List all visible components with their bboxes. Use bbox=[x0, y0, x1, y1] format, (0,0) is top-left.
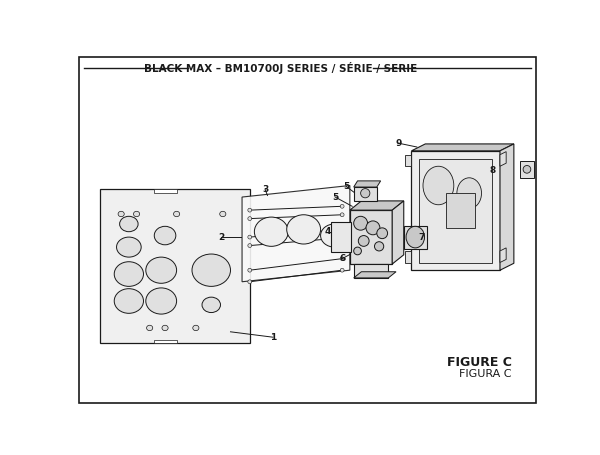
Ellipse shape bbox=[340, 228, 344, 231]
Ellipse shape bbox=[457, 178, 482, 208]
Polygon shape bbox=[350, 201, 404, 210]
Polygon shape bbox=[154, 189, 176, 193]
Ellipse shape bbox=[192, 254, 230, 286]
Ellipse shape bbox=[173, 211, 179, 217]
Text: 1: 1 bbox=[270, 333, 276, 342]
Polygon shape bbox=[520, 161, 534, 178]
Ellipse shape bbox=[248, 235, 251, 239]
Ellipse shape bbox=[340, 257, 344, 261]
Text: FIGURA C: FIGURA C bbox=[459, 369, 512, 379]
Bar bbox=[446, 193, 475, 228]
Polygon shape bbox=[354, 187, 377, 201]
Ellipse shape bbox=[162, 325, 168, 331]
Ellipse shape bbox=[146, 288, 176, 314]
Ellipse shape bbox=[340, 268, 344, 272]
Ellipse shape bbox=[114, 262, 143, 286]
Polygon shape bbox=[354, 181, 380, 187]
Ellipse shape bbox=[116, 237, 141, 257]
Text: 2: 2 bbox=[218, 233, 224, 242]
Ellipse shape bbox=[340, 204, 344, 208]
Ellipse shape bbox=[154, 226, 176, 245]
Polygon shape bbox=[405, 251, 412, 263]
Polygon shape bbox=[412, 144, 514, 151]
Text: BLACK MAX – BM10700J SERIES / SÉRIE / SERIE: BLACK MAX – BM10700J SERIES / SÉRIE / SE… bbox=[144, 62, 417, 75]
Ellipse shape bbox=[202, 297, 220, 313]
Ellipse shape bbox=[374, 242, 384, 251]
Polygon shape bbox=[500, 152, 506, 166]
Ellipse shape bbox=[340, 213, 344, 217]
Ellipse shape bbox=[118, 211, 124, 217]
Text: 5: 5 bbox=[332, 192, 338, 202]
Text: 8: 8 bbox=[489, 166, 496, 175]
Polygon shape bbox=[404, 226, 427, 248]
Text: 4: 4 bbox=[325, 227, 331, 236]
Ellipse shape bbox=[377, 228, 388, 238]
Text: 9: 9 bbox=[395, 139, 401, 148]
Ellipse shape bbox=[248, 208, 251, 212]
Text: 5: 5 bbox=[343, 182, 349, 191]
Ellipse shape bbox=[248, 217, 251, 221]
Ellipse shape bbox=[220, 211, 226, 217]
Text: FIGURE C: FIGURE C bbox=[446, 356, 512, 369]
Polygon shape bbox=[500, 248, 506, 263]
Polygon shape bbox=[100, 189, 250, 344]
Polygon shape bbox=[331, 222, 352, 253]
Ellipse shape bbox=[361, 188, 370, 198]
Ellipse shape bbox=[248, 243, 251, 248]
Text: 7: 7 bbox=[418, 233, 425, 242]
Ellipse shape bbox=[523, 166, 531, 173]
Ellipse shape bbox=[354, 247, 361, 255]
Ellipse shape bbox=[146, 257, 176, 283]
Ellipse shape bbox=[354, 216, 368, 230]
Ellipse shape bbox=[119, 216, 138, 232]
Ellipse shape bbox=[287, 215, 320, 244]
Ellipse shape bbox=[358, 236, 369, 246]
Ellipse shape bbox=[366, 221, 380, 235]
Polygon shape bbox=[354, 272, 396, 278]
Polygon shape bbox=[154, 339, 176, 344]
Polygon shape bbox=[354, 264, 388, 278]
Polygon shape bbox=[412, 151, 500, 270]
Text: 6: 6 bbox=[339, 254, 345, 263]
Polygon shape bbox=[419, 158, 493, 263]
Text: 3: 3 bbox=[262, 185, 268, 194]
Ellipse shape bbox=[248, 268, 251, 272]
Ellipse shape bbox=[406, 226, 425, 248]
Ellipse shape bbox=[320, 224, 349, 247]
Polygon shape bbox=[350, 210, 392, 264]
Ellipse shape bbox=[133, 211, 140, 217]
Polygon shape bbox=[392, 201, 404, 264]
Polygon shape bbox=[500, 144, 514, 270]
Polygon shape bbox=[242, 186, 350, 282]
Ellipse shape bbox=[248, 280, 251, 283]
Polygon shape bbox=[405, 155, 412, 166]
Ellipse shape bbox=[254, 217, 288, 246]
Ellipse shape bbox=[114, 288, 143, 313]
Ellipse shape bbox=[146, 325, 153, 331]
Ellipse shape bbox=[423, 166, 454, 205]
Ellipse shape bbox=[340, 236, 344, 240]
Ellipse shape bbox=[193, 325, 199, 331]
